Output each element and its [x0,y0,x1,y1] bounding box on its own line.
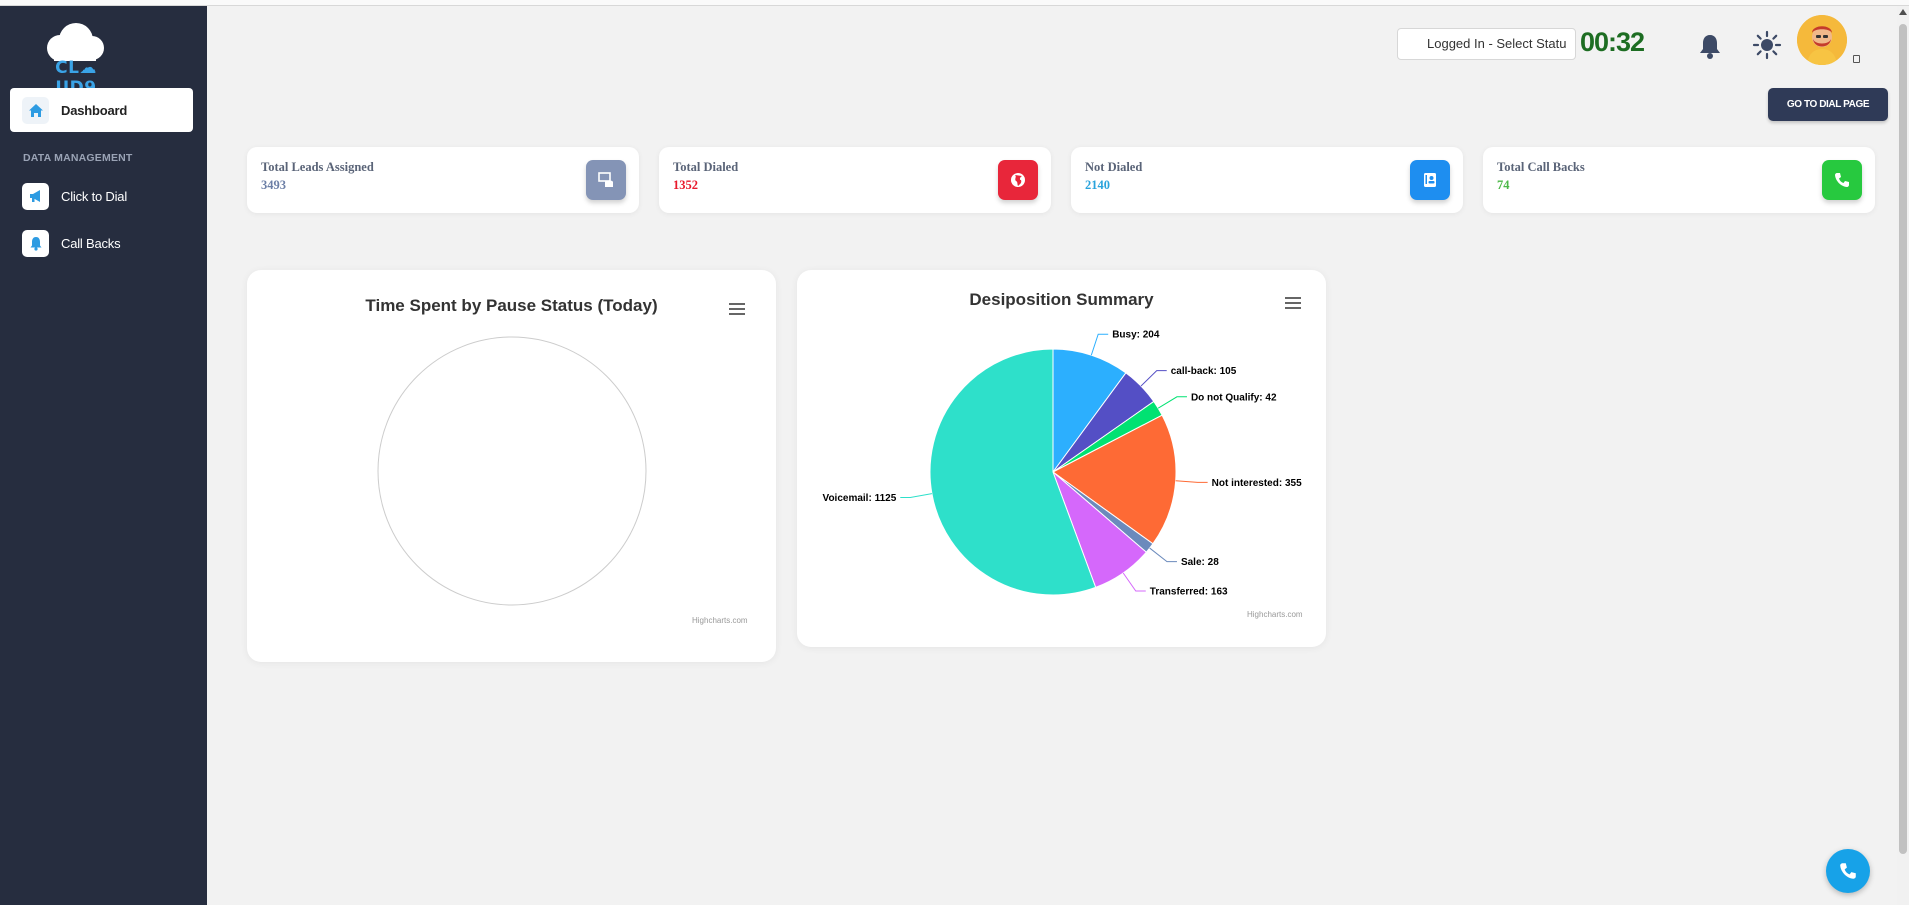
brand-logo[interactable]: CL☁UD9 [36,20,112,98]
browser-top-edge [0,0,1909,6]
sidebar: CL☁UD9 Dashboard DATA MANAGEMENT Click t… [0,6,207,905]
chart-credit[interactable]: Highcharts.com [692,616,748,625]
sidebar-item-call-backs[interactable]: Call Backs [10,221,193,265]
go-to-dial-page-button[interactable]: GO TO DIAL PAGE [1768,88,1888,121]
avatar[interactable] [1797,15,1847,65]
pie-data-label: Not interested: 355 [1212,478,1302,489]
section-label-data-management: DATA MANAGEMENT [23,152,133,164]
stat-value: 74 [1497,178,1510,192]
pie-connector [1149,547,1177,563]
session-timer: 00:32 [1580,27,1645,57]
stat-value: 3493 [261,178,286,192]
scroll-up-arrow-icon[interactable] [1899,9,1907,15]
sidebar-item-label: Dashboard [61,102,128,118]
pie-data-label: Sale: 28 [1181,557,1219,568]
phone-icon [1840,863,1856,879]
stat-title: Total Call Backs [1497,160,1585,174]
pie-connector [1090,333,1109,356]
chart-title: Time Spent by Pause Status (Today) [365,296,658,315]
disposition-chart-card: Desiposition Summary Busy: 204 call-back:… [797,270,1326,647]
cloud-icon [47,23,104,61]
chart-title: Desiposition Summary [969,290,1154,309]
pie-connector [1140,370,1167,387]
stat-card-total-call-backs: Total Call Backs 74 [1483,147,1875,213]
empty-pie-outline [377,336,647,606]
pause-status-pie [377,336,647,606]
pie-slice-busy[interactable] [1052,348,1127,474]
bell-icon [22,229,49,257]
pie-data-label: Voicemail: 1125 [823,493,897,504]
pie-data-label: Do not Qualify: 42 [1191,392,1277,403]
floating-call-button[interactable] [1826,849,1870,893]
chart-menu-icon[interactable] [729,303,745,315]
stat-title: Total Dialed [673,160,739,174]
stat-title: Not Dialed [1085,160,1143,174]
status-select[interactable]: Logged In - Select Statu [1397,28,1576,60]
disposition-pie: Busy: 204 call-back: 105 Do not Qualify: 4… [823,330,1303,598]
chart-menu-icon[interactable] [1285,297,1301,309]
sidebar-item-label: Click to Dial [61,188,128,204]
chart-credit[interactable]: Highcharts.com [1247,610,1303,619]
pie-data-label: call-back: 105 [1171,366,1237,377]
pie-data-label: Busy: 204 [1112,330,1160,341]
sidebar-item-dashboard[interactable]: Dashboard [10,88,193,132]
theme-toggle-sun-icon[interactable] [1752,30,1782,60]
pie-connector [1122,572,1146,592]
globe-icon [998,160,1038,200]
page-scrollbar[interactable] [1897,6,1909,905]
pie-connector [1157,396,1187,409]
contact-card-icon [1410,160,1450,200]
phone-icon [1822,160,1862,200]
stat-card-total-leads-assigned: Total Leads Assigned 3493 [247,147,639,213]
pie-connector [900,493,933,499]
megaphone-icon [22,182,49,210]
pie-slice-voicemail[interactable] [929,348,1097,596]
home-icon [22,96,49,124]
pause-status-chart-card: Time Spent by Pause Status (Today) Highc… [247,270,776,662]
device-icon [1853,55,1860,63]
pie-connector [1175,480,1208,483]
stat-card-not-dialed: Not Dialed 2140 [1071,147,1463,213]
pie-slice-not-interested[interactable] [1052,414,1177,545]
stat-card-total-dialed: Total Dialed 1352 [659,147,1051,213]
notification-bell-icon[interactable] [1697,32,1723,60]
sidebar-item-click-to-dial[interactable]: Click to Dial [10,174,193,218]
stat-title: Total Leads Assigned [261,160,374,174]
sidebar-item-label: Call Backs [61,235,121,251]
pie-data-label: Transferred: 163 [1150,587,1228,598]
database-icon [586,160,626,200]
stat-value: 2140 [1085,178,1110,192]
stat-value: 1352 [673,178,698,192]
scroll-thumb[interactable] [1899,24,1907,854]
